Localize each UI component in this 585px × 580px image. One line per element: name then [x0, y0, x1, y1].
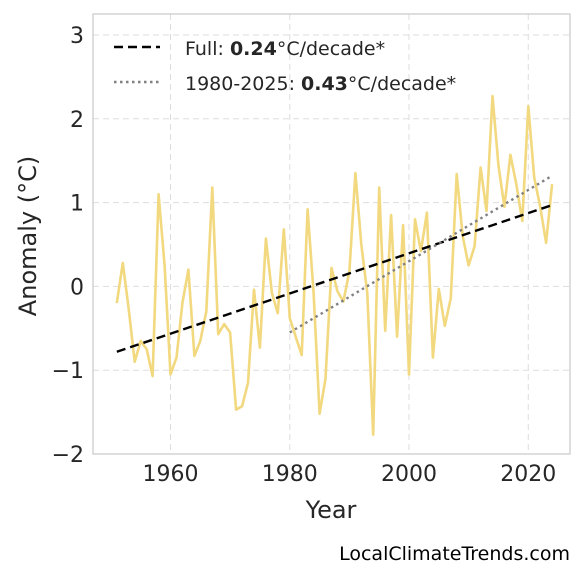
plot-frame: [92, 13, 571, 455]
legend-full-prefix: Full:: [185, 38, 230, 60]
trend-line-full: [116, 203, 553, 353]
legend-recent-suffix: °C/decade*: [348, 73, 456, 95]
x-tick-label-2000: 2000: [381, 462, 437, 487]
legend-label-full-trend: Full: 0.24°C/decade*: [185, 38, 385, 60]
legend: Full: 0.24°C/decade* 1980-2025: 0.43°C/d…: [114, 38, 456, 95]
site-credit: LocalClimateTrends.com: [339, 543, 570, 565]
legend-label-recent-trend: 1980-2025: 0.43°C/decade*: [185, 73, 456, 95]
grid: [93, 14, 570, 455]
legend-recent-rate: 0.43: [301, 73, 348, 95]
y-tick-label-3: 1: [70, 192, 84, 217]
x-axis-title: Year: [305, 496, 357, 524]
x-tick-label-2020: 2020: [500, 462, 556, 487]
y-tick-label-2: 0: [70, 275, 84, 300]
x-axis-ticks: 1960 1980 2000 2020: [143, 462, 557, 487]
legend-full-suffix: °C/decade*: [277, 38, 385, 60]
y-axis-title: Anomaly (°C): [14, 156, 42, 316]
legend-full-rate: 0.24: [230, 38, 277, 60]
y-tick-label-4: 2: [70, 108, 84, 133]
trend-layer: [116, 174, 553, 353]
y-tick-label-1: −1: [52, 359, 84, 384]
legend-recent-prefix: 1980-2025:: [185, 73, 301, 95]
x-tick-label-1980: 1980: [262, 462, 318, 487]
y-tick-label-0: −2: [52, 443, 84, 468]
x-tick-label-1960: 1960: [143, 462, 199, 487]
y-axis-ticks: −2 −1 0 1 2 3: [52, 24, 84, 468]
y-tick-label-5: 3: [70, 24, 84, 49]
